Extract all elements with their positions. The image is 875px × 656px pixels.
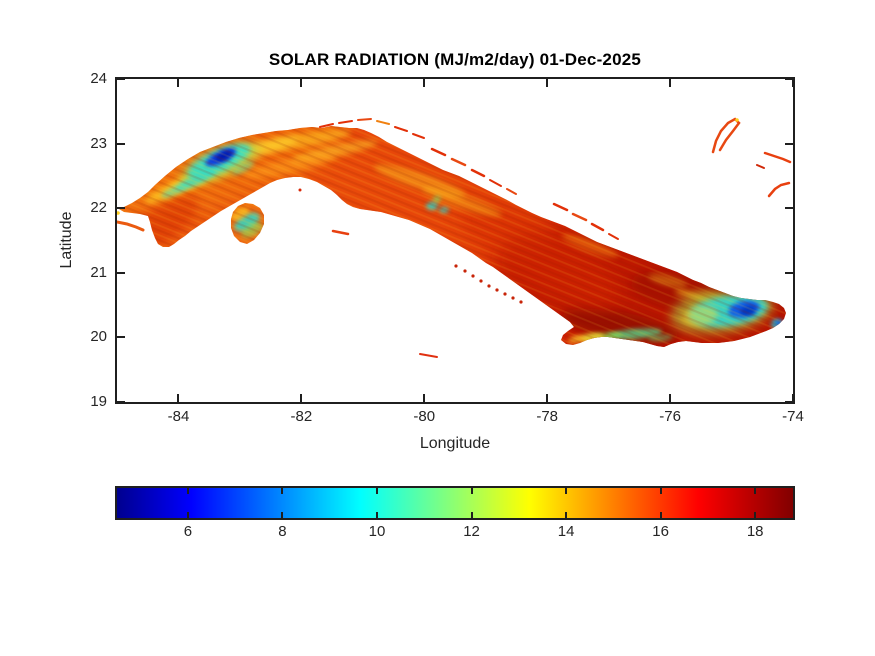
x-axis-tick-top xyxy=(177,79,180,87)
y-axis-tick xyxy=(117,336,125,339)
y-axis-tick-label: 20 xyxy=(90,328,107,346)
cay xyxy=(470,168,486,178)
colorbar-tick-label: 16 xyxy=(652,523,669,540)
islet-dot xyxy=(117,211,120,215)
colorbar-tick-top xyxy=(659,488,662,494)
colorbar xyxy=(115,486,795,520)
cay xyxy=(763,151,792,164)
y-axis-tick-label: 24 xyxy=(90,70,107,87)
y-axis-tick xyxy=(117,207,125,210)
colorbar-tick xyxy=(376,512,378,518)
cay xyxy=(756,164,765,169)
islet-dot xyxy=(511,296,515,300)
y-axis-tick-right xyxy=(785,207,793,210)
y-axis-tick-label: 23 xyxy=(90,134,107,152)
cay xyxy=(711,117,741,154)
colorbar-tick-top xyxy=(376,488,378,494)
y-axis-label: Latitude xyxy=(58,211,75,269)
plot-title: SOLAR RADIATION (MJ/m2/day) 01-Dec-2025 xyxy=(268,50,642,69)
x-axis-tick-label: -80 xyxy=(413,408,436,425)
y-axis-tick xyxy=(117,401,125,403)
cay xyxy=(552,202,569,212)
islet-dot xyxy=(298,188,302,192)
x-axis-tick xyxy=(177,394,180,402)
y-axis-tick-right xyxy=(785,401,793,403)
colorbar-tick xyxy=(659,512,662,518)
x-axis-tick xyxy=(792,394,794,402)
x-axis-tick xyxy=(300,394,303,402)
islet-dot xyxy=(495,288,499,292)
cay xyxy=(338,120,353,124)
colorbar-tick-top xyxy=(281,488,284,494)
y-axis-tick xyxy=(117,78,125,80)
y-axis-tick-right xyxy=(785,78,793,80)
islet-dot xyxy=(463,269,467,273)
colorbar-tick-label: 12 xyxy=(463,523,480,540)
colorbar-tick xyxy=(470,512,473,518)
cay xyxy=(450,157,467,167)
colorbar-tick-label: 18 xyxy=(746,523,764,540)
cay xyxy=(608,233,619,240)
y-axis-tick-right xyxy=(785,336,793,339)
colorbar-tick-top xyxy=(565,488,568,494)
x-axis-tick xyxy=(546,394,549,402)
x-axis-tick-label: -82 xyxy=(290,408,313,425)
cay xyxy=(419,353,438,358)
islet-dot xyxy=(487,284,491,288)
x-axis-tick-top xyxy=(669,79,672,87)
colorbar-tick-label: 6 xyxy=(183,523,193,540)
x-axis-tick xyxy=(423,394,426,402)
islet-dot xyxy=(479,279,483,283)
cay xyxy=(506,188,517,195)
islet-dot xyxy=(471,274,475,278)
y-axis-tick-right xyxy=(785,271,793,274)
colorbar-tick xyxy=(565,512,568,518)
y-axis-tick-label: 21 xyxy=(90,263,107,281)
cay xyxy=(394,126,408,132)
y-axis-tick xyxy=(117,142,125,145)
colorbar-tick-top xyxy=(754,488,757,494)
x-axis-tick-top xyxy=(300,79,303,87)
islet-dot xyxy=(519,300,523,304)
islet-dot xyxy=(735,118,739,122)
cay xyxy=(117,220,145,232)
cay xyxy=(357,118,372,121)
x-axis-tick-top xyxy=(792,79,794,87)
cay xyxy=(331,229,350,236)
islet-dot xyxy=(454,264,458,268)
x-axis-tick-label: -78 xyxy=(536,408,559,425)
x-axis-tick-top xyxy=(546,79,549,87)
colorbar-tick-top xyxy=(470,488,473,494)
y-axis-tick-right xyxy=(785,142,793,145)
cay xyxy=(412,133,425,139)
x-axis-label: Longitude xyxy=(419,435,491,452)
colorbar-tick-label: 8 xyxy=(278,523,287,540)
colorbar-tick-top xyxy=(186,488,189,494)
x-axis-tick-label: -74 xyxy=(782,408,804,425)
cay xyxy=(319,123,334,128)
y-axis-tick-label: 22 xyxy=(90,199,107,217)
colorbar-tick xyxy=(186,512,189,518)
colorbar-tick xyxy=(754,512,757,518)
colorbar-tick xyxy=(281,512,284,518)
cay xyxy=(571,212,588,222)
cay xyxy=(376,120,390,125)
cay xyxy=(489,179,502,187)
y-axis-tick xyxy=(117,271,125,274)
colorbar-tick-label: 14 xyxy=(557,523,575,540)
islet-dot xyxy=(503,292,507,296)
cay xyxy=(430,147,447,157)
cay xyxy=(767,181,791,198)
x-axis-tick-label: -84 xyxy=(167,408,190,425)
x-axis-tick-top xyxy=(423,79,426,87)
colorbar-tick-label: 10 xyxy=(368,523,386,540)
y-axis-tick-label: 19 xyxy=(90,393,107,410)
x-axis-tick-label: -76 xyxy=(659,408,681,425)
cay xyxy=(590,222,605,232)
plot-area-border xyxy=(115,77,795,404)
x-axis-tick xyxy=(669,394,672,402)
